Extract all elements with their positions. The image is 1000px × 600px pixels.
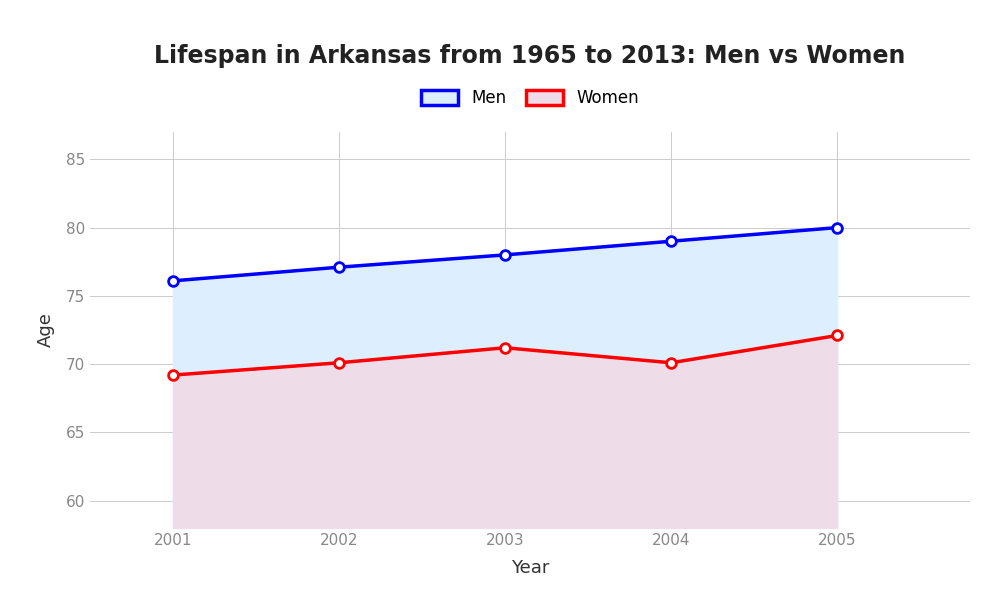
Title: Lifespan in Arkansas from 1965 to 2013: Men vs Women: Lifespan in Arkansas from 1965 to 2013: … bbox=[154, 44, 906, 68]
Y-axis label: Age: Age bbox=[37, 313, 55, 347]
X-axis label: Year: Year bbox=[511, 559, 549, 577]
Legend: Men, Women: Men, Women bbox=[421, 89, 639, 107]
